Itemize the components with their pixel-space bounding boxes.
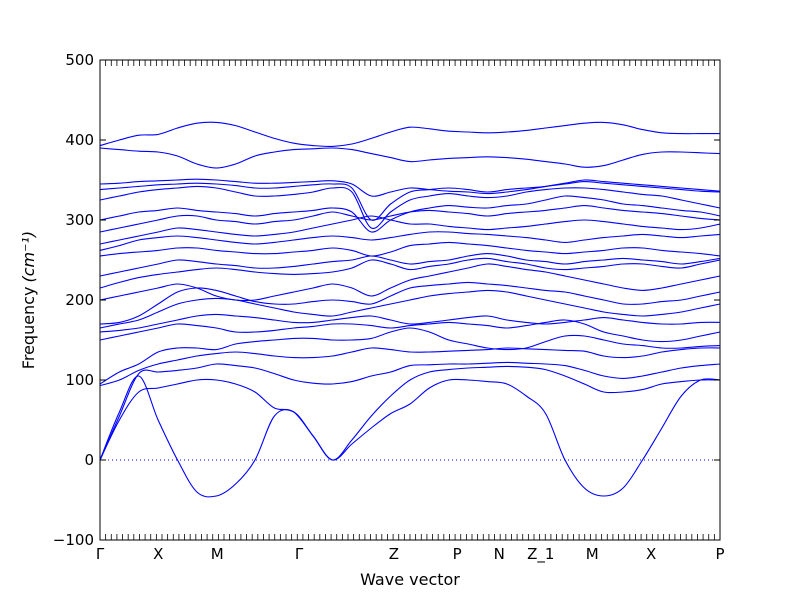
band-line-19	[100, 181, 720, 221]
x-tick-label: Z	[389, 545, 399, 563]
x-tick-label: P	[715, 545, 724, 563]
y-tick-label: 400	[65, 131, 94, 149]
band-line-2	[100, 365, 720, 461]
band-line-10	[100, 263, 720, 302]
band-series-group	[100, 121, 720, 498]
y-tick-label: 100	[65, 371, 94, 389]
band-line-12	[100, 253, 720, 277]
band-line-8	[100, 289, 720, 329]
band-line-3	[100, 361, 720, 461]
band-line-18	[100, 185, 720, 229]
band-line-1	[100, 375, 720, 498]
x-tick-label: N	[494, 545, 505, 563]
band-line-17	[100, 195, 720, 233]
x-tick-label: X	[646, 545, 656, 563]
x-tick-label: P	[453, 545, 462, 563]
y-axis-label-unit: (cm⁻¹)	[19, 231, 38, 283]
band-line-7	[100, 313, 720, 333]
x-tick-label: Z_1	[527, 545, 554, 564]
x-tick-label: M	[211, 545, 224, 563]
y-tick-label: 0	[84, 451, 94, 469]
x-tick-label: Γ	[295, 545, 304, 563]
band-line-15	[100, 215, 720, 245]
band-line-4	[100, 347, 720, 387]
x-axis-label: Wave vector	[360, 570, 460, 589]
x-tick-label: X	[153, 545, 163, 563]
y-axis-label-text: Frequency	[19, 287, 38, 370]
band-line-5	[100, 327, 720, 385]
y-tick-label: 500	[65, 51, 94, 69]
band-line-21	[100, 147, 720, 169]
band-line-11	[100, 257, 720, 289]
band-line-20	[100, 178, 720, 197]
y-tick-label: −100	[53, 531, 94, 549]
band-line-6	[100, 319, 720, 343]
band-line-22	[100, 121, 720, 148]
y-axis: −100 0 100 200 300 400 500	[53, 51, 720, 549]
band-line-9	[100, 281, 720, 325]
x-tick-label: M	[586, 545, 599, 563]
y-tick-label: 300	[65, 211, 94, 229]
plot-frame	[99, 59, 721, 541]
x-tick-label: Γ	[96, 545, 105, 563]
band-line-14	[100, 231, 720, 251]
band-line-13	[100, 241, 720, 257]
y-axis-label: Frequency (cm⁻¹)	[19, 231, 38, 369]
y-tick-label: 200	[65, 291, 94, 309]
x-axis: Γ X M Γ Z P N Z_1 M X P	[96, 60, 725, 564]
